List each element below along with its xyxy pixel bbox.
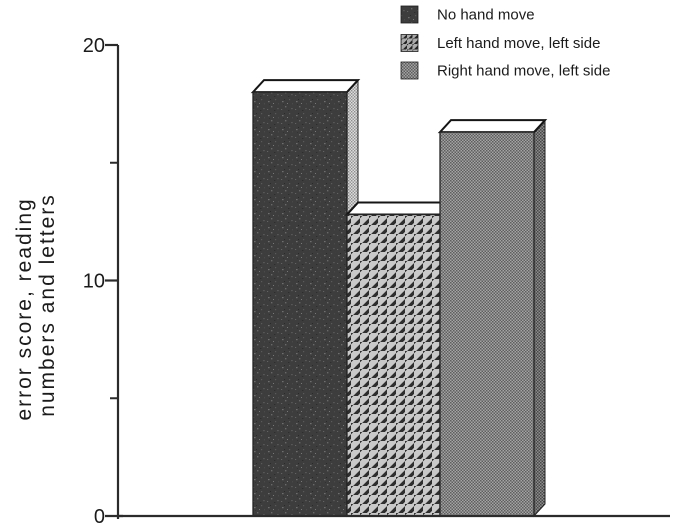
bar-front-face-0 [252,91,348,517]
legend-item-0: No hand move [400,5,535,24]
y-axis-title: error score, reading numbers and letters [13,189,59,420]
bars-group [250,78,548,518]
bar-top-face-1 [344,201,454,216]
bar-top-face-2 [437,119,548,134]
axes-group [116,45,670,519]
bar-front-face-2 [439,131,535,517]
bar-1 [344,201,454,518]
bar-front-face-1 [346,213,441,517]
legend-item-2: Right hand move, left side [400,61,610,80]
legend: No hand move Left hand move, left side Rig… [400,5,610,80]
bar-top-face-0 [250,79,361,94]
y-tick-label-10: 10 [83,271,105,293]
bar-side-face-2 [533,118,546,518]
bar-2 [437,118,548,518]
y-tick-label-20: 20 [83,35,105,57]
y-axis-ticks [105,43,123,518]
legend-label-0: No hand move [437,7,535,24]
y-tick-label-0: 0 [94,506,105,528]
legend-swatch-dot-screen-icon [400,61,419,80]
legend-swatch-diagonal-hatch-icon [400,34,419,52]
legend-label-1: Left hand move, left side [437,35,600,52]
y-axis-title-line-1: error score, reading [13,197,36,420]
legend-swatch-speckle-solid-icon [400,5,419,24]
y-axis-title-line-2: numbers and letters [36,193,59,417]
y-axis-tick-labels: 20 10 0 [83,35,105,528]
legend-label-2: Right hand move, left side [437,63,610,80]
legend-item-1: Left hand move, left side [400,34,600,52]
bar-0 [250,78,361,518]
